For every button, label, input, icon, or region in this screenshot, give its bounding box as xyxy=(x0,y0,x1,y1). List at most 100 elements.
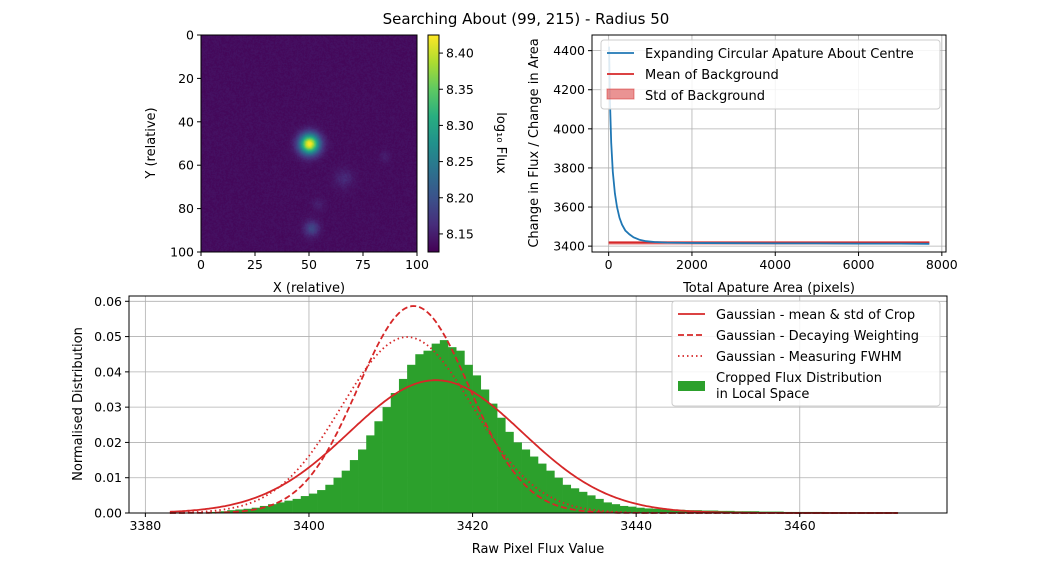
line-legend-box xyxy=(600,39,941,110)
line-plot-area xyxy=(608,46,930,245)
legend-label-gauss-crop: Gaussian - mean & std of Crop xyxy=(716,308,915,323)
histogram-bar xyxy=(284,500,293,513)
histogram-bar xyxy=(227,510,236,513)
histogram-bar xyxy=(636,507,645,513)
legend-label-hist-line: Cropped Flux Distribution xyxy=(716,371,882,386)
histogram-bar xyxy=(366,435,375,513)
histogram-bar xyxy=(333,477,342,513)
histogram-bar xyxy=(611,504,621,513)
heatmap-image xyxy=(201,35,417,252)
histogram-bar xyxy=(235,509,244,513)
colorbar-tick-label: 8.30 xyxy=(446,118,474,133)
histogram-bar xyxy=(276,502,285,513)
histogram-bar xyxy=(423,350,432,513)
histogram-y-tick-label: 0.00 xyxy=(94,506,122,521)
line-x-tick-label: 8000 xyxy=(926,257,958,272)
histogram-bar xyxy=(660,509,670,513)
histogram-frame xyxy=(128,295,948,514)
line-y-tick-label: 3800 xyxy=(553,160,585,175)
histogram-bar xyxy=(456,350,465,513)
histogram-bar xyxy=(448,347,457,513)
histogram-bar xyxy=(292,498,302,513)
histogram-y-tick-label: 0.03 xyxy=(94,400,122,415)
histogram-bar xyxy=(627,506,637,513)
histogram-bar xyxy=(652,508,661,513)
histogram-bar xyxy=(415,354,424,513)
histogram-bar xyxy=(300,496,310,513)
histogram-y-tick-label: 0.01 xyxy=(94,470,122,485)
line-panel: 0 2000 4000 6000 8000 3400 3600 3800 4000 4200 440… xyxy=(527,34,958,296)
legend-label-std: Std of Background xyxy=(645,89,765,104)
histogram-bar xyxy=(349,460,359,513)
histogram-x-tick-label: 3400 xyxy=(293,518,325,533)
heatmap-y-tick-label: 0 xyxy=(186,28,194,43)
heatmap-y-label: Y (relative) xyxy=(144,107,159,179)
histogram-bar xyxy=(554,477,563,513)
histogram-y-tick-label: 0.04 xyxy=(94,364,122,379)
histogram-bar xyxy=(317,490,326,513)
histogram-bar xyxy=(546,470,555,513)
histogram-bar xyxy=(382,407,392,513)
histogram-y-label: Normalised Distribution xyxy=(71,327,86,481)
histogram-bar xyxy=(497,417,506,513)
histogram-y-tick-label: 0.05 xyxy=(94,329,122,344)
histogram-bar xyxy=(578,491,588,513)
line-frame xyxy=(591,34,947,253)
heatmap-x-tick-label: 25 xyxy=(247,257,263,272)
histogram-bar xyxy=(407,364,416,513)
line-x-tick-label: 4000 xyxy=(759,257,791,272)
gaussian-curve-dotted xyxy=(169,336,898,514)
histogram-bar xyxy=(505,431,514,513)
line-y-label: Change in Flux / Change in Area xyxy=(527,38,542,247)
heatmap-y-tick-label: 80 xyxy=(178,201,194,216)
line-y-tick-label: 4400 xyxy=(553,43,585,58)
expanding-aperture-line xyxy=(608,46,930,245)
line-ticks: 0 2000 4000 6000 8000 3400 3600 3800 4000 4200 440… xyxy=(553,43,958,272)
colorbar-tick-label: 8.35 xyxy=(446,82,474,97)
histogram-bar xyxy=(488,403,498,513)
legend-swatch-hist xyxy=(678,381,705,391)
histogram-bar xyxy=(529,456,539,513)
histogram-bar xyxy=(218,511,228,513)
legend-label-mean: Mean of Background xyxy=(645,68,779,83)
heatmap-x-tick-label: 100 xyxy=(405,257,429,272)
histogram-y-tick-label: 0.02 xyxy=(94,435,122,450)
line-x-tick-label: 2000 xyxy=(676,257,708,272)
histogram-bar xyxy=(595,498,604,513)
heatmap-y-tick-label: 100 xyxy=(170,245,194,260)
line-y-tick-label: 4000 xyxy=(553,121,585,136)
histogram-bar xyxy=(268,504,277,513)
histogram-bar xyxy=(644,508,653,513)
histogram-y-tick-label: 0.06 xyxy=(94,294,122,309)
histogram-bar xyxy=(480,389,490,513)
histogram-x-tick-label: 3420 xyxy=(457,518,489,533)
histogram-bar xyxy=(538,463,547,513)
legend-label-expanding: Expanding Circular Apature About Centre xyxy=(645,47,914,62)
heatmap-x-tick-label: 50 xyxy=(301,257,317,272)
colorbar-label: log₁₀ Flux xyxy=(493,112,508,174)
histogram-bar xyxy=(325,484,334,513)
line-legend: Expanding Circular Apature About Centre … xyxy=(600,39,941,110)
histogram-x-tick-label: 3460 xyxy=(784,518,816,533)
colorbar: 8.15 8.20 8.25 8.30 8.35 8.40 log₁₀ Flux xyxy=(427,34,508,253)
colorbar-tick-label: 8.40 xyxy=(446,46,474,61)
line-x-tick-label: 6000 xyxy=(843,257,875,272)
histogram-x-tick-label: 3380 xyxy=(129,518,161,533)
heatmap-y-tick-label: 40 xyxy=(178,114,194,129)
histogram-bar xyxy=(341,470,351,513)
heatmap-frame xyxy=(200,34,418,253)
line-y-tick-label: 3400 xyxy=(553,239,585,254)
histogram-panel: 3380 3400 3420 3440 3460 0.00 0.01 0.02 0.03 0.04… xyxy=(71,294,948,557)
histogram-bar xyxy=(603,502,612,513)
histogram-bars xyxy=(210,340,899,513)
histogram-bar xyxy=(587,495,596,513)
histogram-bar xyxy=(464,364,473,513)
legend-swatch-std xyxy=(606,88,635,100)
histogram-bar xyxy=(431,343,441,513)
heatmap-y-tick-label: 60 xyxy=(178,158,194,173)
histogram-bar xyxy=(398,378,408,513)
histogram-x-label: Raw Pixel Flux Value xyxy=(472,542,605,557)
heatmap-y-tick-label: 20 xyxy=(178,71,194,86)
